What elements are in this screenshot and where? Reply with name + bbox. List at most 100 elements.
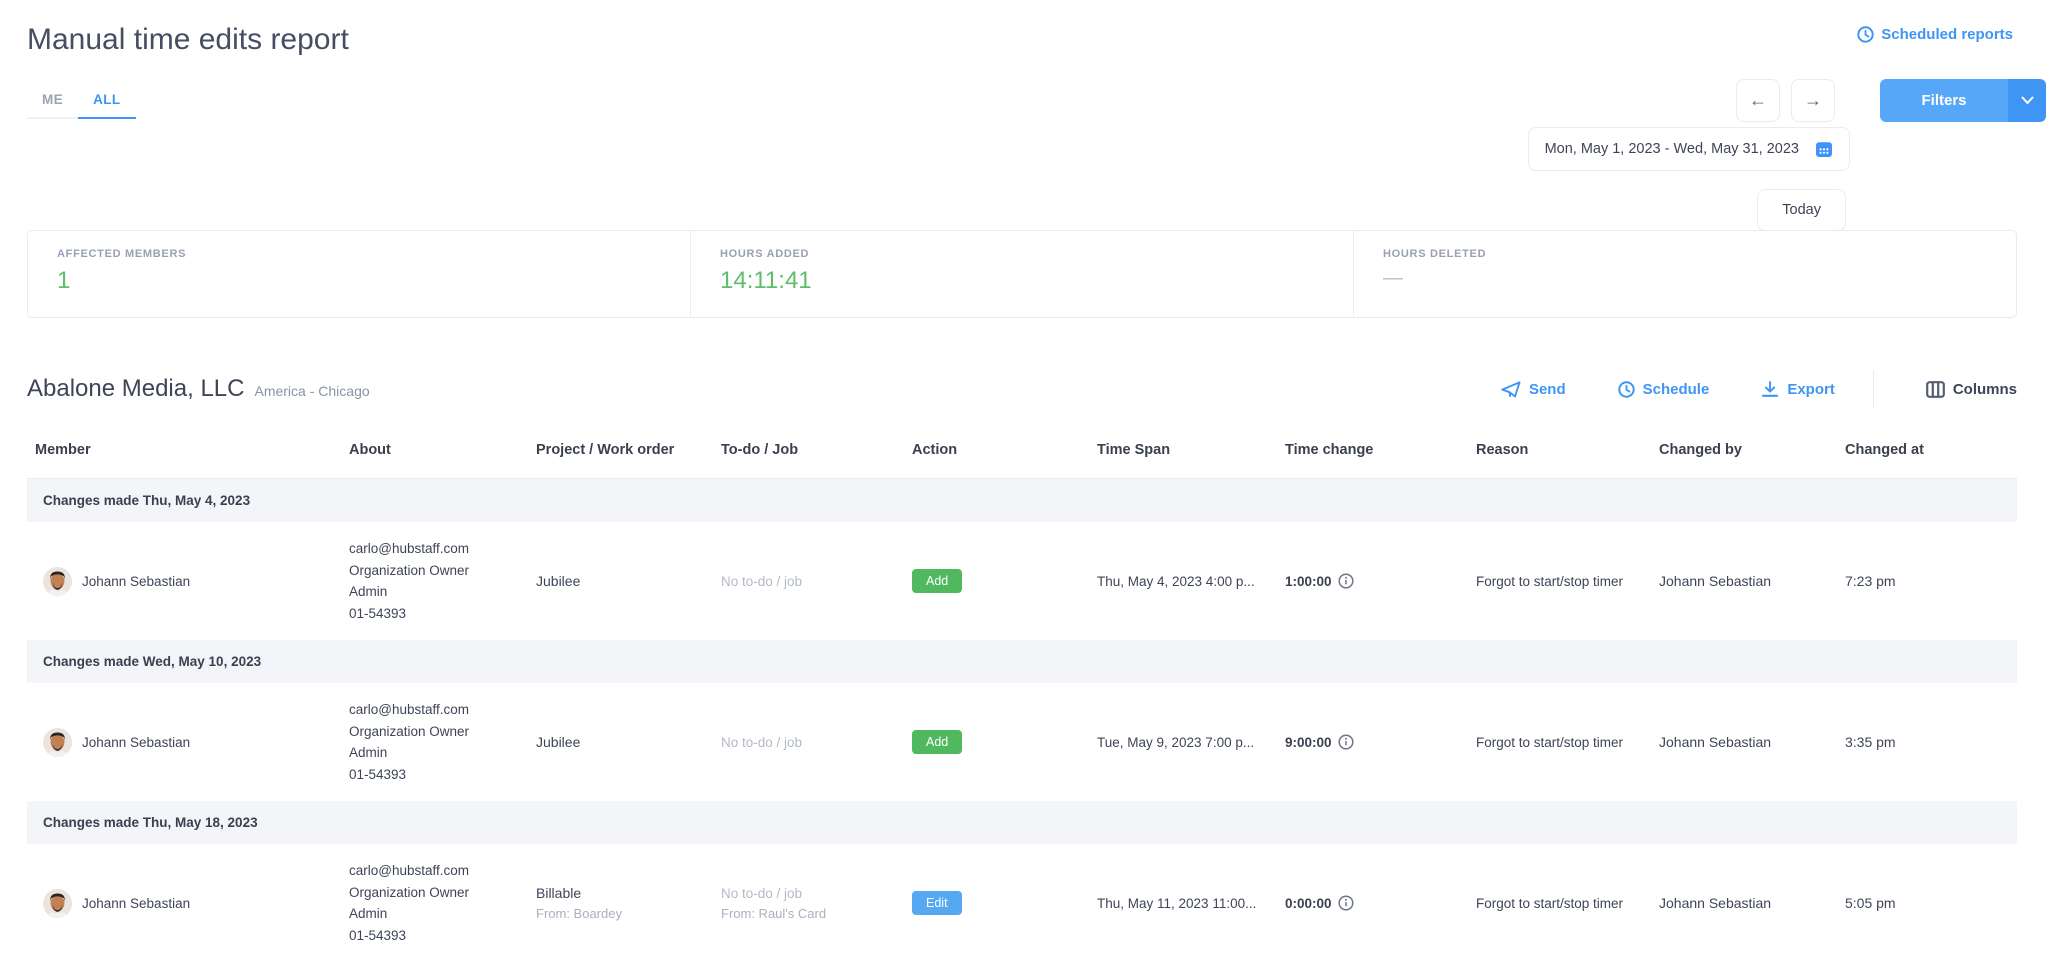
filters-button-group: Filters — [1880, 79, 2046, 122]
project-cell: Jubilee — [536, 734, 721, 750]
table-row[interactable]: Johann Sebastian carlo@hubstaff.com Orga… — [27, 522, 2017, 640]
date-group: Changes made Thu, May 4, 2023 Johann Seb… — [27, 479, 2017, 640]
column-header-reason: Reason — [1476, 442, 1529, 458]
avatar — [43, 888, 72, 918]
todo-name: No to-do / job — [721, 573, 803, 589]
action-badge: Add — [912, 569, 963, 593]
table-header-row: Member About Project / Work order To-do … — [27, 442, 2017, 479]
info-icon[interactable] — [1337, 895, 1354, 911]
tab-me[interactable]: ME — [42, 92, 64, 107]
member-email: carlo@hubstaff.com — [349, 863, 470, 878]
stat-value: 14:11:41 — [720, 267, 812, 294]
send-label: Send — [1528, 380, 1566, 398]
chevron-down-icon — [2021, 96, 2034, 105]
send-button[interactable]: Send — [1501, 381, 1566, 398]
project-name: Jubilee — [536, 734, 581, 750]
reason-cell: Forgot to start/stop timer — [1476, 895, 1624, 911]
todo-cell: No to-do / job — [721, 574, 912, 589]
group-date-label: Changes made Thu, May 4, 2023 — [43, 493, 251, 508]
filters-dropdown-button[interactable] — [2008, 79, 2046, 122]
schedule-button[interactable]: Schedule — [1617, 380, 1710, 398]
organization-timezone: America - Chicago — [254, 383, 370, 399]
column-header-project: Project / Work order — [536, 442, 675, 458]
arrow-right-icon: → — [1804, 90, 1822, 110]
schedule-label: Schedule — [1642, 380, 1710, 398]
organization-header: Abalone Media, LLC America - Chicago Sen… — [27, 370, 2017, 408]
prev-period-button[interactable]: ← — [1736, 79, 1780, 122]
report-actions: Send Schedule Export — [1449, 370, 2017, 408]
clock-icon — [1617, 380, 1635, 398]
about-cell: carlo@hubstaff.com Organization Owner Ad… — [349, 860, 536, 946]
project-cell: Billable From: Boardey — [536, 885, 721, 921]
group-date-header: Changes made Thu, May 18, 2023 — [27, 801, 2017, 844]
todo-from: From: Raul's Card — [721, 905, 827, 921]
action-badge: Edit — [912, 891, 962, 915]
actions-divider — [1872, 370, 1874, 408]
next-period-button[interactable]: → — [1791, 79, 1835, 122]
today-label: Today — [1782, 202, 1821, 218]
group-date-label: Changes made Thu, May 18, 2023 — [43, 815, 258, 830]
export-button[interactable]: Export — [1761, 381, 1835, 398]
table-row[interactable]: Johann Sebastian carlo@hubstaff.com Orga… — [27, 683, 2017, 801]
action-badge: Add — [912, 730, 963, 754]
date-group: Changes made Wed, May 10, 2023 Johann Se… — [27, 640, 2017, 801]
member-email: carlo@hubstaff.com — [349, 541, 470, 556]
organization-name: Abalone Media, LLC — [27, 375, 245, 402]
stat-value: — — [1383, 267, 1403, 289]
scheduled-reports-link[interactable]: Scheduled reports — [1857, 26, 2013, 43]
member-name: Johann Sebastian — [82, 895, 191, 911]
columns-label: Columns — [1952, 380, 2017, 398]
clock-icon — [1857, 26, 1874, 43]
group-date-header: Changes made Thu, May 4, 2023 — [27, 479, 2017, 522]
member-id: 01-54393 — [349, 605, 407, 621]
todo-cell: No to-do / job — [721, 735, 912, 750]
project-from: From: Boardey — [536, 906, 622, 921]
stat-label: AFFECTED MEMBERS — [57, 248, 187, 260]
member-cell: Johann Sebastian — [27, 566, 349, 596]
time-change-cell: 0:00:00 — [1285, 895, 1476, 911]
time-span-cell: Thu, May 4, 2023 4:00 p... — [1097, 573, 1255, 589]
changed-by-cell: Johann Sebastian — [1659, 734, 1772, 750]
info-icon[interactable] — [1337, 734, 1354, 750]
todo-cell: No to-do / job From: Raul's Card — [721, 886, 912, 921]
changed-by-cell: Johann Sebastian — [1659, 573, 1772, 589]
reason-cell: Forgot to start/stop timer — [1476, 573, 1624, 589]
column-header-todo: To-do / Job — [721, 442, 799, 458]
member-role: Organization Owner — [349, 562, 470, 578]
time-span-cell: Thu, May 11, 2023 11:00... — [1097, 895, 1257, 911]
member-id: 01-54393 — [349, 766, 407, 782]
info-icon[interactable] — [1337, 573, 1354, 589]
table-row[interactable]: Johann Sebastian carlo@hubstaff.com Orga… — [27, 844, 2017, 962]
time-change-value: 1:00:00 — [1285, 573, 1332, 589]
about-cell: carlo@hubstaff.com Organization Owner Ad… — [349, 699, 536, 785]
date-range-picker[interactable]: Mon, May 1, 2023 - Wed, May 31, 2023 — [1527, 127, 1850, 171]
action-cell: Edit — [912, 891, 1097, 915]
action-cell: Add — [912, 730, 1097, 754]
organization-title: Abalone Media, LLC America - Chicago — [27, 375, 370, 403]
date-nav-and-filters: ← → Filters — [1725, 79, 2046, 122]
filters-button[interactable]: Filters — [1880, 79, 2008, 122]
stat-value: 1 — [57, 267, 71, 294]
date-range-value: Mon, May 1, 2023 - Wed, May 31, 2023 — [1544, 141, 1799, 157]
scope-tabs: ME ALL — [27, 86, 136, 119]
time-change-value: 9:00:00 — [1285, 734, 1332, 750]
download-icon — [1761, 380, 1779, 398]
export-label: Export — [1787, 380, 1835, 398]
action-cell: Add — [912, 569, 1097, 593]
project-name: Jubilee — [536, 573, 581, 589]
changed-at-cell: 3:35 pm — [1845, 734, 1896, 750]
column-header-time-change: Time change — [1285, 442, 1374, 458]
member-cell: Johann Sebastian — [27, 888, 349, 918]
column-header-about: About — [349, 442, 391, 458]
tab-all[interactable]: ALL — [78, 86, 136, 119]
today-button[interactable]: Today — [1757, 189, 1846, 231]
stat-label: HOURS ADDED — [720, 248, 810, 260]
date-group: Changes made Thu, May 18, 2023 Johann Se… — [27, 801, 2017, 962]
columns-button[interactable]: Columns — [1925, 380, 2017, 398]
column-header-changed-by: Changed by — [1659, 442, 1742, 458]
stat-affected-members: AFFECTED MEMBERS 1 — [28, 231, 690, 317]
page-header: Manual time edits report Scheduled repor… — [0, 0, 2048, 318]
page-title: Manual time edits report — [27, 23, 349, 56]
member-role-2: Admin — [349, 745, 388, 760]
